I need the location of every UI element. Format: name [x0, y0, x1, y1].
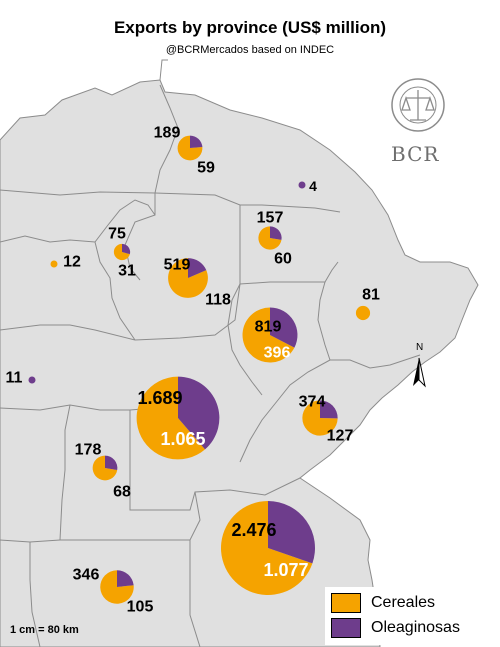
value-label-oleaginosas: 60 — [274, 251, 292, 268]
pie-slice-oleaginosas — [105, 455, 118, 471]
value-label-cereales: 346 — [73, 567, 100, 584]
legend: Cereales Oleaginosas — [325, 587, 495, 645]
legend-swatch-oleaginosas — [331, 618, 361, 638]
value-label-cereales: 157 — [257, 210, 284, 227]
pie-slice-cereales — [136, 376, 206, 460]
border-line — [0, 324, 136, 341]
border-line — [59, 404, 71, 541]
pie-slice-oleaginosas — [320, 400, 338, 419]
pie-slice-oleaginosas — [28, 376, 36, 384]
value-label-oleaginosas: 127 — [327, 428, 354, 445]
province-pie — [258, 226, 282, 250]
value-label-cereales: 519 — [164, 257, 191, 274]
map-title: Exports by province (US$ million) — [113, 18, 387, 37]
province-pie — [177, 135, 203, 161]
value-label-cereales: 819 — [255, 319, 282, 336]
border-line — [239, 359, 331, 463]
border-line — [159, 59, 168, 81]
border-line — [124, 193, 156, 281]
value-label-cereales: 374 — [299, 394, 326, 411]
province-pie — [242, 307, 298, 363]
logo-text: BCR — [391, 142, 440, 166]
province-pie — [28, 376, 36, 384]
value-label-oleaginosas: 396 — [264, 345, 291, 362]
pie-slice-cereales — [220, 501, 313, 596]
map-subtitle: @BCRMercados based on INDEC — [165, 44, 335, 56]
border-line — [189, 540, 201, 647]
province-pie — [298, 181, 306, 189]
border-line — [0, 404, 156, 411]
legend-label-cereales: Cereales — [371, 594, 436, 611]
pie-slice-oleaginosas — [188, 258, 207, 278]
legend-item-cereales: Cereales — [331, 593, 435, 613]
pie-slice-cereales — [258, 226, 282, 250]
province-pie — [92, 455, 118, 481]
value-label-cereales: 12 — [63, 254, 81, 271]
value-label-oleaginosas: 105 — [127, 599, 154, 616]
province-pie — [100, 570, 134, 604]
border-line — [0, 84, 179, 196]
province-pie — [220, 501, 315, 596]
pie-slice-oleaginosas — [298, 181, 306, 189]
value-label-cereales: 2.476 — [231, 520, 276, 540]
border-line — [227, 283, 263, 396]
pie-slice-oleaginosas — [268, 501, 315, 564]
north-arrow-icon — [413, 357, 426, 388]
value-label-oleaginosas: 59 — [197, 160, 215, 177]
value-label-oleaginosas: 4 — [309, 178, 317, 194]
pie-slice-cereales — [302, 400, 338, 436]
pie-slice-cereales — [242, 307, 295, 363]
province-pie — [136, 376, 220, 460]
value-label-oleaginosas: 11 — [6, 370, 23, 387]
pie-slice-oleaginosas — [122, 243, 131, 255]
border-line — [134, 283, 241, 341]
value-label-oleaginosas: 31 — [118, 263, 136, 280]
pie-slice-oleaginosas — [178, 376, 220, 450]
border-line — [129, 410, 301, 511]
province-pie — [113, 243, 131, 261]
legend-item-oleaginosas: Oleaginosas — [331, 618, 460, 638]
pie-slice-oleaginosas — [117, 570, 134, 587]
value-label-oleaginosas: 1.077 — [263, 560, 308, 580]
value-label-oleaginosas: 118 — [205, 292, 231, 309]
province-pie — [355, 305, 371, 321]
pie-slice-cereales — [355, 305, 371, 321]
province-boundaries — [0, 59, 479, 647]
pie-slice-cereales — [92, 455, 118, 481]
value-label-cereales: 75 — [108, 226, 126, 243]
value-label-oleaginosas: 68 — [113, 484, 131, 501]
scale-label: 1 cm = 80 km — [10, 624, 79, 636]
value-label-cereales: 178 — [75, 442, 102, 459]
border-line — [29, 542, 41, 647]
value-label-oleaginosas: 1.065 — [160, 429, 205, 449]
value-label-cereales: 189 — [154, 125, 181, 142]
north-label: N — [416, 342, 424, 353]
legend-swatch-cereales — [331, 593, 361, 613]
border-line — [154, 192, 341, 213]
pie-slice-cereales — [113, 243, 130, 261]
pie-slice-oleaginosas — [190, 135, 203, 148]
pie-layer: 189 59 4 75 31 157 60 12 519 118 81 819 396 11 1.689 1.… — [6, 125, 380, 616]
pie-slice-cereales — [50, 260, 58, 268]
border-line — [239, 205, 339, 285]
province-pie — [50, 260, 58, 268]
pie-slice-oleaginosas — [270, 307, 298, 348]
border-line — [0, 199, 156, 243]
value-label-cereales: 1.689 — [137, 388, 182, 408]
border-line — [94, 241, 136, 341]
province-pie — [168, 258, 208, 298]
bcr-logo — [391, 78, 445, 132]
pie-slice-cereales — [100, 570, 134, 604]
legend-label-oleaginosas: Oleaginosas — [371, 619, 460, 636]
province-pie — [302, 400, 338, 436]
value-label-cereales: 81 — [362, 287, 380, 304]
pie-slice-oleaginosas — [270, 226, 282, 240]
